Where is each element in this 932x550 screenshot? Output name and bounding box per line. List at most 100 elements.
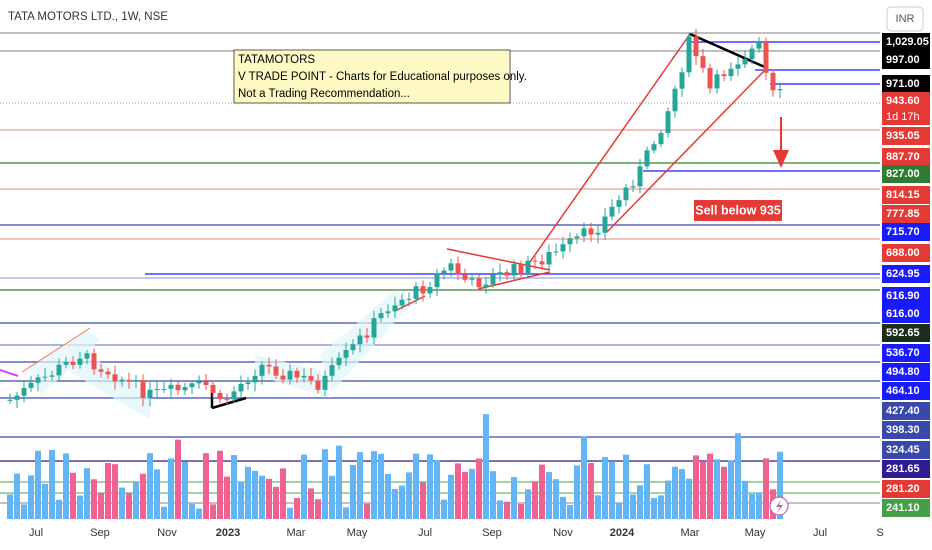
price-label-bg: [882, 324, 930, 342]
candle: [679, 72, 685, 89]
time-axis: Jul Sep Nov 2023 Mar May Jul Sep Nov 2024 Mar May Ju…: [29, 527, 884, 539]
candle: [287, 370, 293, 380]
candle: [588, 228, 594, 235]
volume-bar: [357, 452, 363, 519]
candle: [623, 187, 629, 201]
price-label-bg: [882, 127, 930, 145]
volume-bar: [77, 495, 83, 519]
volume-bar: [343, 507, 349, 519]
candle: [147, 389, 153, 398]
candle: [21, 387, 27, 396]
volume-bar: [14, 473, 20, 519]
volume-bar: [140, 473, 146, 519]
countdown: 1d 17h: [886, 111, 920, 123]
volume-bar: [322, 449, 328, 519]
candle: [714, 74, 720, 89]
candle: [616, 200, 622, 207]
price-label-bg: [882, 75, 930, 93]
price-label-bg: [882, 344, 930, 362]
price-label-bg: [882, 305, 930, 323]
price-label: 324.45: [886, 444, 920, 456]
volume-bar: [525, 489, 531, 519]
currency[interactable]: INR: [896, 13, 915, 25]
candle: [126, 379, 132, 382]
candle: [252, 375, 258, 383]
volume-bar: [364, 503, 370, 519]
candle: [700, 56, 706, 68]
candle: [448, 263, 454, 271]
candle: [497, 272, 503, 275]
candle: [140, 380, 146, 398]
price-label: 592.65: [886, 327, 920, 339]
price-label: 935.05: [886, 130, 920, 142]
volume-bar: [686, 478, 692, 519]
candle: [168, 384, 174, 389]
candle: [119, 379, 125, 382]
volume-bar: [427, 454, 433, 519]
volume-bar: [546, 472, 552, 519]
volume-bar: [217, 450, 223, 519]
price-label: 827.00: [886, 168, 920, 180]
candle: [14, 395, 20, 400]
volume-bar: [189, 503, 195, 519]
candle: [686, 36, 692, 73]
time-label: Jul: [418, 527, 432, 539]
volume-bar: [273, 486, 279, 519]
volume-bar: [742, 480, 748, 519]
price-label: 971.00: [886, 78, 920, 90]
volume-bar: [490, 471, 496, 519]
time-label: May: [745, 527, 766, 539]
price-label-bg: [882, 265, 930, 283]
volume-bar: [385, 473, 391, 519]
volume-bar: [441, 499, 447, 519]
price-label-bg: [882, 244, 930, 262]
candle: [637, 166, 643, 187]
time-label: 2024: [610, 527, 635, 539]
candle: [154, 388, 160, 390]
candle: [273, 366, 279, 376]
candle: [175, 384, 181, 391]
note-line: Not a Trading Recommendation...: [238, 88, 410, 100]
volume-bar: [126, 492, 132, 519]
price-label-bg: [882, 205, 930, 223]
volume-bar: [658, 495, 664, 519]
arrow-head: [773, 150, 789, 168]
time-label: Jul: [29, 527, 43, 539]
volume-bar: [679, 469, 685, 519]
candle: [364, 335, 370, 338]
price-labels: 1,029.05 997.00 971.00 943.60 935.05 887.70 82…: [882, 33, 930, 517]
time-label: Jul: [813, 527, 827, 539]
volume-bar: [714, 459, 720, 519]
price-label: 464.10: [886, 385, 920, 397]
candle: [560, 244, 566, 252]
volume-bar: [735, 433, 741, 519]
candle: [182, 387, 188, 391]
price-label: 281.65: [886, 463, 920, 475]
volume: [7, 414, 783, 519]
candle: [336, 357, 342, 366]
volume-bar: [707, 453, 713, 519]
volume-bar: [749, 493, 755, 519]
candle: [490, 274, 496, 285]
candle: [420, 286, 426, 294]
volume-bar: [133, 482, 139, 519]
candle: [245, 382, 251, 384]
price-label-bg: [882, 223, 930, 241]
time-label: Mar: [287, 527, 306, 539]
price-label: 427.40: [886, 405, 920, 417]
price-label-bg: [882, 165, 930, 183]
candle: [455, 263, 461, 275]
candle: [189, 383, 195, 388]
price-label-bg: [882, 382, 930, 400]
candle: [609, 206, 615, 217]
price-label: 777.85: [886, 208, 920, 220]
volume-bar: [616, 503, 622, 519]
candle: [728, 68, 734, 77]
volume-bar: [238, 481, 244, 519]
currency-button[interactable]: [886, 6, 924, 32]
volume-bar: [91, 479, 97, 519]
candle: [329, 365, 335, 376]
candle: [511, 264, 517, 276]
price-label: 943.60: [886, 95, 920, 107]
candle: [721, 74, 727, 77]
